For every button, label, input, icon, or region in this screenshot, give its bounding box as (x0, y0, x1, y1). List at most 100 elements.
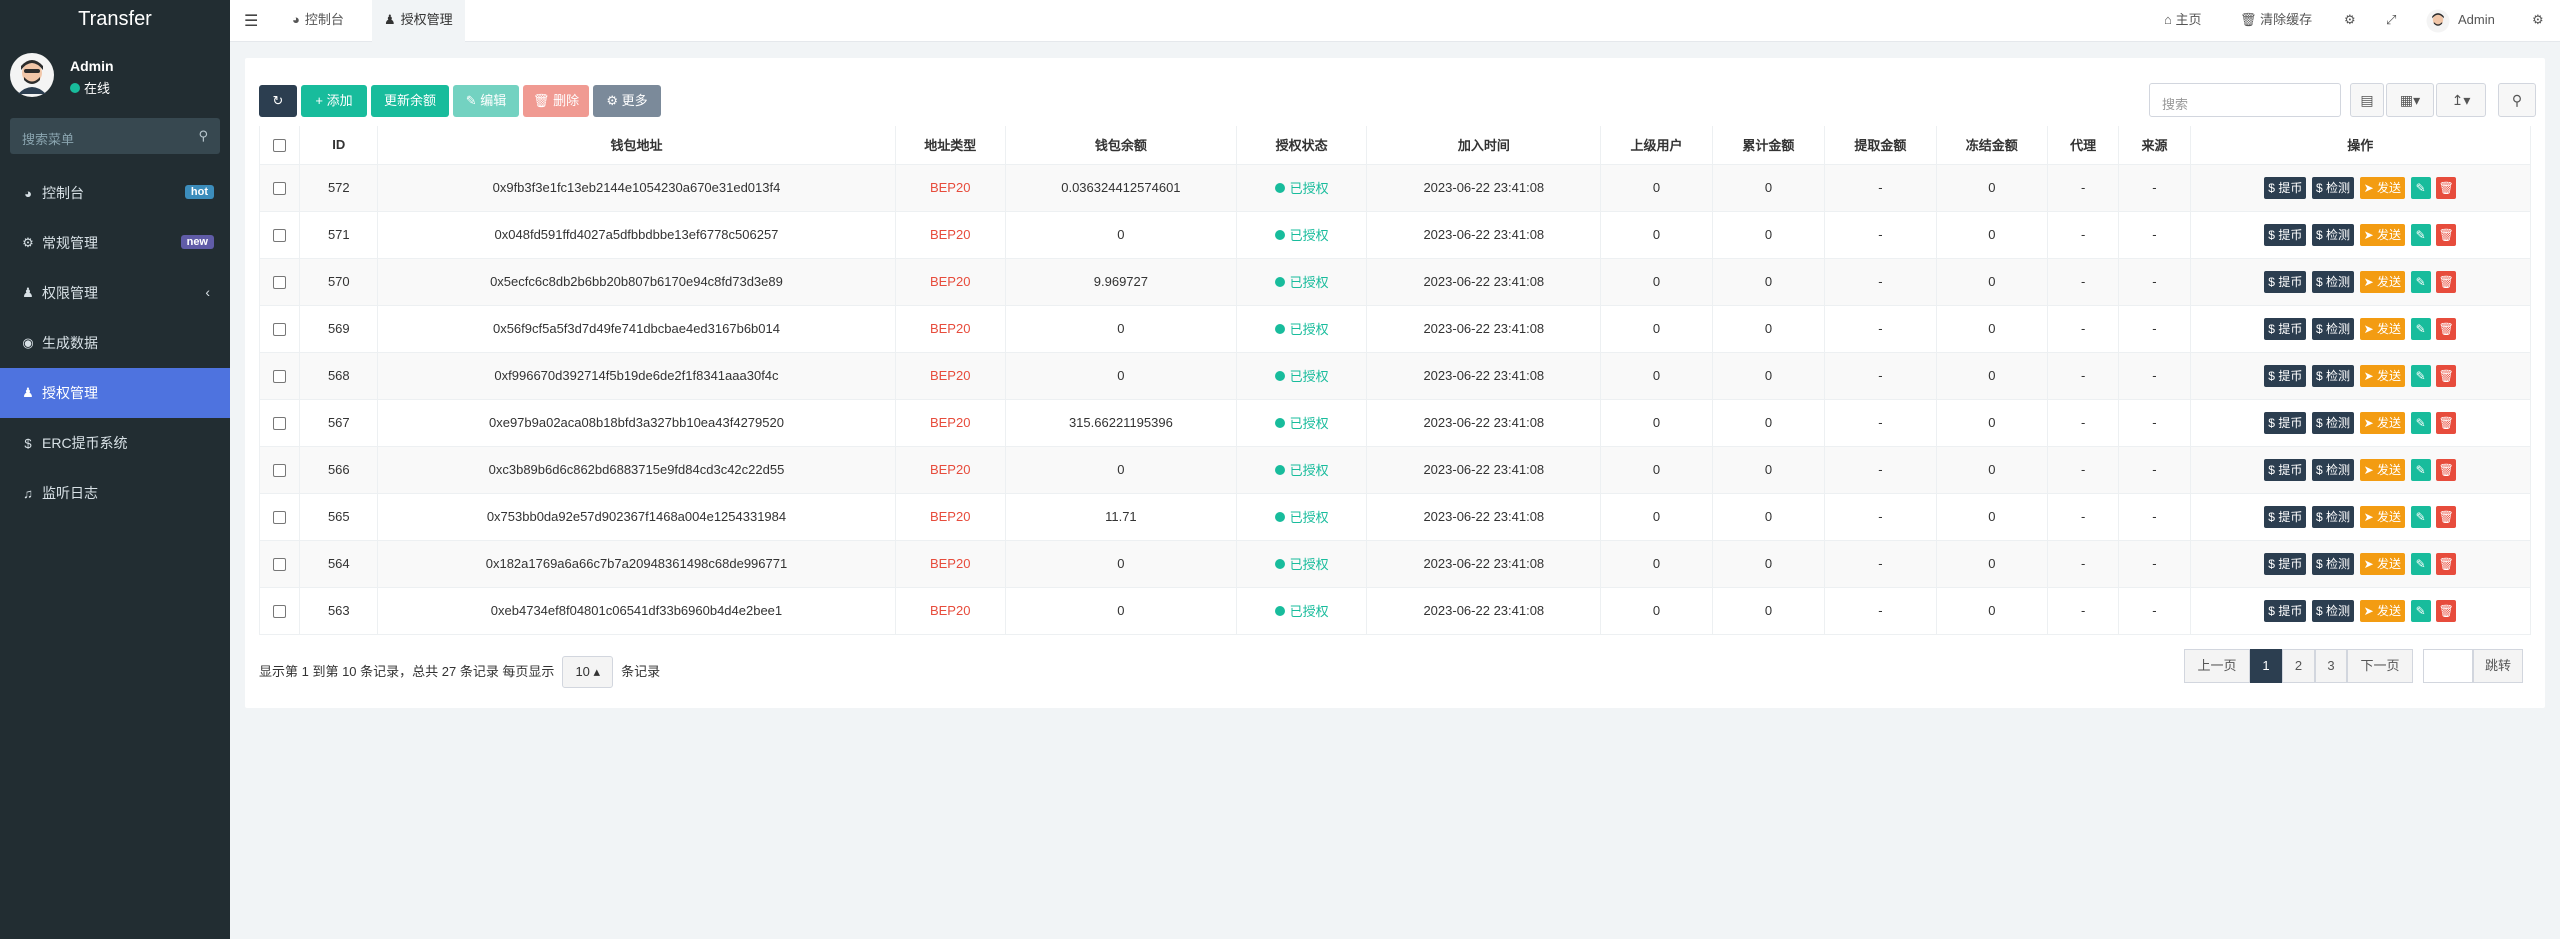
check-button[interactable]: $ 检测 (2311, 505, 2354, 528)
send-button[interactable]: ➤ 发送 (2359, 411, 2406, 434)
sidebar-item-dashboard[interactable]: ◕ 控制台 hot (0, 168, 230, 218)
column-header[interactable]: 上级用户 (1600, 126, 1713, 165)
language-icon[interactable]: ⚙ (2344, 12, 2356, 27)
column-header[interactable]: 累计金额 (1711, 126, 1826, 165)
check-button[interactable]: $ 检测 (2311, 223, 2354, 246)
advanced-search-icon[interactable]: ⚲ (2498, 83, 2536, 117)
column-header[interactable]: 提取金额 (1824, 126, 1937, 165)
menu-toggle-icon[interactable]: ☰ (244, 13, 259, 30)
send-button[interactable]: ➤ 发送 (2359, 223, 2406, 246)
row-checkbox[interactable] (273, 511, 287, 525)
send-button[interactable]: ➤ 发送 (2359, 505, 2406, 528)
delete-row-button[interactable]: 🗑 (2436, 552, 2457, 575)
sidebar-item-erc[interactable]: $ ERC提币系统 (0, 418, 230, 468)
edit-row-button[interactable]: ✎ (2410, 176, 2431, 199)
edit-row-button[interactable]: ✎ (2410, 270, 2431, 293)
row-checkbox[interactable] (273, 558, 287, 572)
check-button[interactable]: $ 检测 (2311, 552, 2354, 575)
delete-row-button[interactable]: 🗑 (2436, 270, 2457, 293)
check-button[interactable]: $ 检测 (2311, 270, 2354, 293)
withdraw-button[interactable]: $ 提币 (2264, 411, 2307, 434)
edit-row-button[interactable]: ✎ (2410, 505, 2431, 528)
page-button-1[interactable]: 1 (2250, 649, 2282, 683)
withdraw-button[interactable]: $ 提币 (2264, 505, 2307, 528)
column-header[interactable]: 钱包地址 (377, 126, 896, 165)
check-button[interactable]: $ 检测 (2311, 317, 2354, 340)
send-button[interactable]: ➤ 发送 (2359, 176, 2406, 199)
prev-page-button[interactable]: 上一页 (2184, 649, 2250, 683)
send-button[interactable]: ➤ 发送 (2359, 364, 2406, 387)
table-row[interactable]: 569 0x56f9cf5a5f3d7d49fe741dbcbae4ed3167b… (258, 305, 2532, 353)
column-header[interactable]: 代理 (2047, 126, 2120, 165)
edit-row-button[interactable]: ✎ (2410, 411, 2431, 434)
check-button[interactable]: $ 检测 (2311, 411, 2354, 434)
delete-row-button[interactable]: 🗑 (2436, 411, 2457, 434)
edit-button[interactable]: ✎ 编辑 (453, 85, 519, 117)
table-row[interactable]: 567 0xe97b9a02aca08b18bfd3a327bb10ea43f42… (258, 399, 2532, 447)
more-button[interactable]: ⚙ 更多 (593, 85, 661, 117)
row-checkbox[interactable] (273, 229, 287, 243)
send-button[interactable]: ➤ 发送 (2359, 270, 2406, 293)
select-all-checkbox[interactable] (273, 139, 287, 153)
sidebar-item-general[interactable]: ⚙ 常规管理 new (0, 218, 230, 268)
page-size-dropdown[interactable]: 10 ▴ (562, 656, 614, 688)
column-header[interactable]: 地址类型 (894, 126, 1006, 165)
sidebar-item-auth[interactable]: ♟ 权限管理 ‹ (0, 268, 230, 318)
tab-dashboard[interactable]: ◕ 控制台 (280, 0, 356, 42)
withdraw-button[interactable]: $ 提币 (2264, 364, 2307, 387)
check-button[interactable]: $ 检测 (2311, 458, 2354, 481)
delete-row-button[interactable]: 🗑 (2436, 599, 2457, 622)
send-button[interactable]: ➤ 发送 (2359, 599, 2406, 622)
row-checkbox[interactable] (273, 417, 287, 431)
fullscreen-icon[interactable]: ⤢ (2386, 12, 2397, 27)
admin-menu[interactable]: Admin (2426, 0, 2495, 42)
edit-row-button[interactable]: ✎ (2410, 552, 2431, 575)
refresh-button[interactable]: ↻ (259, 85, 297, 117)
withdraw-button[interactable]: $ 提币 (2264, 458, 2307, 481)
column-header[interactable]: 授权状态 (1235, 126, 1368, 165)
columns-icon[interactable]: ▦▾ (2386, 83, 2434, 117)
edit-row-button[interactable]: ✎ (2410, 223, 2431, 246)
row-checkbox[interactable] (273, 182, 287, 196)
edit-row-button[interactable]: ✎ (2410, 458, 2431, 481)
table-row[interactable]: 568 0xf996670d392714f5b19de6de2f1f8341aaa… (258, 352, 2532, 400)
page-button-3[interactable]: 3 (2315, 649, 2347, 683)
row-checkbox[interactable] (273, 605, 287, 619)
jump-page-input[interactable] (2423, 649, 2473, 683)
delete-row-button[interactable]: 🗑 (2436, 364, 2457, 387)
check-button[interactable]: $ 检测 (2311, 599, 2354, 622)
delete-row-button[interactable]: 🗑 (2436, 176, 2457, 199)
table-row[interactable]: 563 0xeb4734ef8f04801c06541df33b6960b4d4e… (258, 587, 2532, 635)
send-button[interactable]: ➤ 发送 (2359, 552, 2406, 575)
withdraw-button[interactable]: $ 提币 (2264, 552, 2307, 575)
clear-cache-button[interactable]: 🗑 清除缓存 (2240, 0, 2312, 42)
send-button[interactable]: ➤ 发送 (2359, 317, 2406, 340)
page-button-2[interactable]: 2 (2282, 649, 2315, 683)
edit-row-button[interactable]: ✎ (2410, 364, 2431, 387)
next-page-button[interactable]: 下一页 (2347, 649, 2413, 683)
withdraw-button[interactable]: $ 提币 (2264, 599, 2307, 622)
check-button[interactable]: $ 检测 (2311, 364, 2354, 387)
jump-button[interactable]: 跳转 (2473, 649, 2523, 683)
check-button[interactable]: $ 检测 (2311, 176, 2354, 199)
column-header[interactable]: 来源 (2118, 126, 2191, 165)
table-search-input[interactable]: 搜索 (2149, 83, 2341, 117)
delete-button[interactable]: 🗑 删除 (523, 85, 589, 117)
withdraw-button[interactable]: $ 提币 (2264, 270, 2307, 293)
column-header[interactable]: 加入时间 (1366, 126, 1602, 165)
delete-row-button[interactable]: 🗑 (2436, 317, 2457, 340)
add-button[interactable]: + 添加 (301, 85, 367, 117)
sidebar-item-generate[interactable]: ◉ 生成数据 (0, 318, 230, 368)
column-header[interactable]: 冻结金额 (1935, 126, 2049, 165)
delete-row-button[interactable]: 🗑 (2436, 223, 2457, 246)
row-checkbox[interactable] (273, 464, 287, 478)
column-header[interactable]: ID (299, 126, 379, 165)
withdraw-button[interactable]: $ 提币 (2264, 176, 2307, 199)
table-row[interactable]: 570 0x5ecfc6c8db2b6bb20b807b6170e94c8fd73… (258, 258, 2532, 306)
sidebar-item-authorization[interactable]: ♟ 授权管理 (0, 368, 230, 418)
export-icon[interactable]: ↥▾ (2436, 83, 2486, 117)
withdraw-button[interactable]: $ 提币 (2264, 223, 2307, 246)
table-row[interactable]: 565 0x753bb0da92e57d902367f1468a004e12543… (258, 493, 2532, 541)
settings-icon[interactable]: ⚙ (2532, 12, 2544, 27)
home-link[interactable]: ⌂ 主页 (2164, 0, 2202, 42)
